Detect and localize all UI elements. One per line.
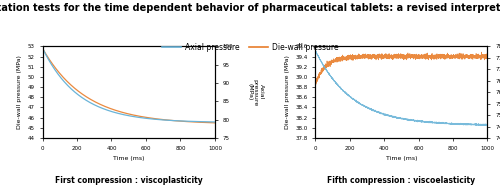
X-axis label: Time (ms): Time (ms)	[386, 156, 417, 161]
Y-axis label: Axial
pressure
(MPa): Axial pressure (MPa)	[247, 79, 264, 106]
Text: First compression : viscoplasticity: First compression : viscoplasticity	[55, 177, 203, 185]
Text: Relaxation tests for the time dependent behavior of pharmaceutical tablets: a re: Relaxation tests for the time dependent …	[0, 3, 500, 13]
Y-axis label: Die-wall pressure (MPa): Die-wall pressure (MPa)	[18, 55, 22, 129]
Y-axis label: Die-wall pressure (MPa): Die-wall pressure (MPa)	[284, 55, 290, 129]
Text: Fifth compression : viscoelasticity: Fifth compression : viscoelasticity	[327, 177, 476, 185]
Legend: Axial pressure, Die-wall pressure: Axial pressure, Die-wall pressure	[159, 40, 341, 55]
X-axis label: Time (ms): Time (ms)	[113, 156, 144, 161]
